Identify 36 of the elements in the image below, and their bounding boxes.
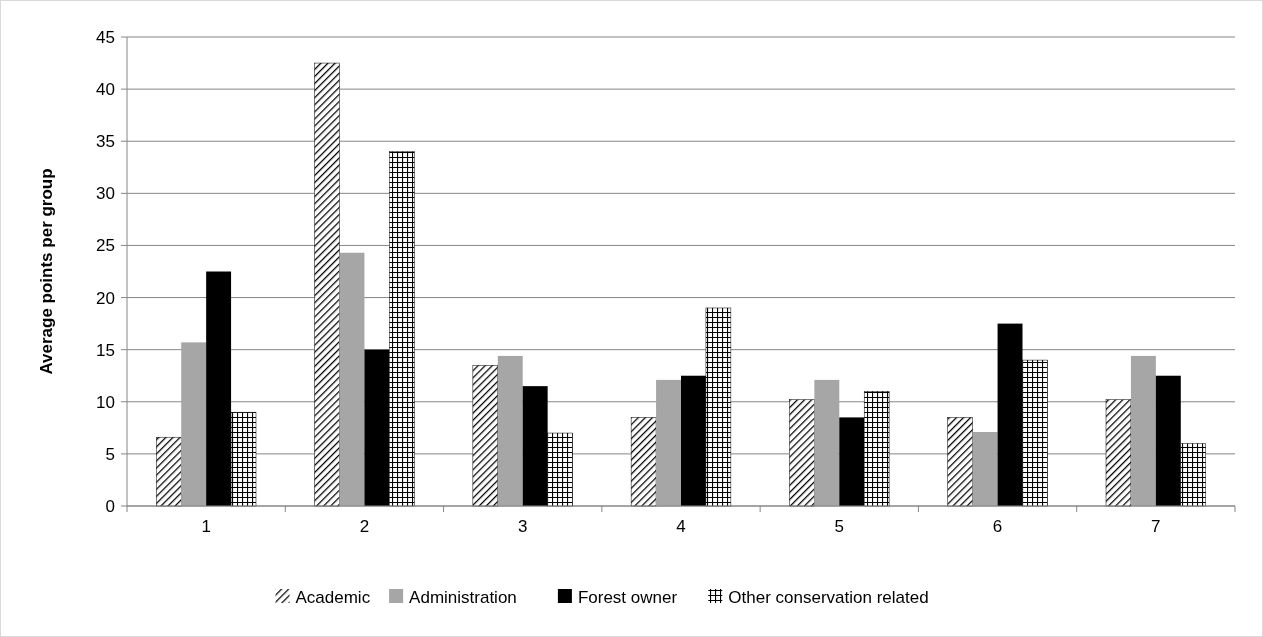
x-tick-label: 4	[676, 517, 686, 536]
bar	[472, 365, 499, 507]
x-tick-label: 2	[359, 517, 370, 536]
bar	[156, 436, 182, 507]
bar	[814, 379, 840, 506]
legend-label: Administration	[409, 587, 517, 607]
bar	[314, 62, 340, 507]
bar	[1105, 399, 1132, 507]
legend-label: Other conservation related	[728, 587, 929, 607]
bar	[497, 355, 523, 506]
x-tick-label: 7	[1151, 517, 1161, 536]
y-tick-label: 15	[96, 340, 115, 360]
y-tick-label: 20	[96, 288, 115, 308]
y-axis-title: Average points per group	[37, 168, 56, 375]
bar	[789, 399, 815, 507]
bar	[181, 342, 207, 506]
y-tick-label: 0	[105, 496, 115, 516]
legend-label: Academic	[295, 587, 371, 607]
y-tick-label: 45	[96, 27, 115, 47]
x-tick-label: 1	[201, 517, 211, 536]
y-tick-label: 25	[96, 236, 115, 256]
bar	[947, 417, 973, 507]
y-tick-label: 30	[96, 184, 115, 204]
x-tick-label: 5	[834, 517, 845, 536]
x-tick-label: 3	[517, 517, 528, 536]
y-tick-label: 40	[96, 80, 115, 100]
bar	[1130, 355, 1156, 506]
bar	[630, 417, 657, 507]
bar	[339, 252, 365, 506]
legend-label: Forest owner	[577, 587, 678, 607]
bar	[656, 379, 681, 506]
bar	[972, 432, 998, 506]
x-tick-label: 6	[992, 517, 1003, 536]
y-tick-label: 10	[96, 392, 115, 412]
y-tick-label: 5	[105, 444, 115, 464]
y-tick-label: 35	[96, 132, 115, 152]
